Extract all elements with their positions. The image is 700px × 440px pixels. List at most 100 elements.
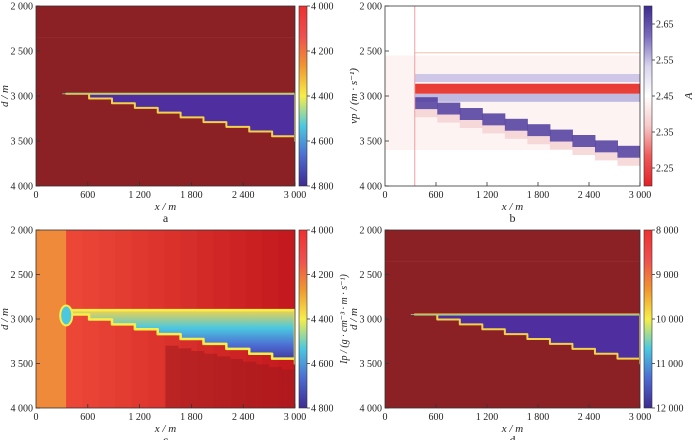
- panel-a: 0 600 1 200 1 800 2 400 3 000 2 000 2 500 3 000…: [0, 2, 334, 226]
- colorbar-tick-label: 2.45: [656, 92, 674, 103]
- y-axis-label: d / m: [348, 308, 360, 330]
- y-axis-label: vp / (m · s⁻¹): [348, 68, 360, 124]
- colorbar-tick-label: 2.65: [656, 20, 674, 31]
- colorbar-tick-label: 4 600: [311, 137, 334, 148]
- y-tick-label: 3 500: [11, 137, 34, 148]
- band-dark-purple-step: [437, 102, 461, 115]
- y-tick-label: 2 000: [360, 2, 383, 13]
- dark-red-streak: [191, 351, 205, 408]
- colorbar-tick-label: 4 000: [311, 2, 334, 13]
- wedge-body: [413, 313, 640, 365]
- colorbar-tick-label: 4 200: [311, 270, 334, 281]
- colorbar: 4 000 4 200 4 400 4 600 4 800: [298, 226, 334, 415]
- x-tick-label: 3 000: [629, 190, 652, 201]
- colorbar-tick-label: 4 000: [311, 226, 334, 237]
- panel-label: b: [510, 211, 516, 225]
- band-dark-purple-step: [414, 97, 438, 110]
- colorbar: 4 000 4 200 4 400 4 600 4 800: [298, 2, 334, 193]
- x-tick-label: 0: [34, 412, 39, 423]
- y-tick-label: 3 500: [11, 359, 34, 370]
- x-tick-label: 0: [383, 412, 388, 423]
- colorbar-tick-label: 2.25: [656, 164, 674, 175]
- band-pink-step: [549, 141, 573, 150]
- band-dark-purple-step: [527, 124, 551, 137]
- colorbar-tick-label: 10 000: [656, 315, 684, 326]
- colorbar-tick-label: 9 000: [656, 270, 679, 281]
- dark-red-streak: [230, 359, 244, 408]
- panel-label: c: [163, 433, 168, 440]
- x-tick-label: 600: [80, 190, 95, 201]
- y-tick-label: 4 000: [360, 182, 383, 193]
- x-tick-label: 600: [429, 412, 444, 423]
- wedge-body: [65, 92, 295, 142]
- x-axis-label: x / m: [154, 201, 176, 213]
- colorbar-tick-label: 8 000: [656, 226, 679, 237]
- band-pink-step: [594, 152, 618, 161]
- y-tick-label: 3 000: [11, 92, 34, 103]
- panel-c: 0 600 1 200 1 800 2 400 3 000 2 000 2 500 3 000…: [0, 226, 350, 440]
- y-ticks: 2 000 2 500 3 000 3 500 4 000: [11, 2, 40, 193]
- colorbar-tick-label: 12 000: [656, 404, 684, 415]
- band-pink-step: [504, 130, 528, 139]
- band-dark-purple-step: [572, 135, 596, 147]
- plot-frame: [384, 229, 641, 409]
- plot-frame: [384, 5, 641, 187]
- band-dark-purple-step: [459, 108, 483, 120]
- x-tick-label: 600: [80, 412, 95, 423]
- panel-d: 0 600 1 200 1 800 2 400 3 000 2 000 2 500 3 000…: [348, 226, 684, 440]
- x-tick-label: 0: [34, 190, 39, 201]
- panel-label: d: [510, 433, 516, 440]
- colorbar-gradient: [298, 5, 308, 187]
- panel-b: 0 600 1 200 1 800 2 400 3 000 2 000 2 500 3 000…: [348, 2, 695, 226]
- colorbar-label: Ip / (g · cm⁻³ · m · s⁻¹): [339, 274, 350, 365]
- y-tick-label: 2 500: [11, 270, 34, 281]
- x-tick-label: 1 800: [527, 412, 550, 423]
- y-tick-label: 2 500: [360, 270, 383, 281]
- colorbar-gradient: [643, 229, 653, 409]
- dark-red-streak: [256, 364, 270, 408]
- x-tick-label: 1 200: [476, 190, 499, 201]
- band-pink-step: [414, 109, 438, 118]
- band-dark-purple-step: [549, 129, 573, 142]
- y-tick-label: 4 000: [360, 404, 383, 415]
- heatmap-area: [36, 230, 295, 408]
- x-tick-label: 2 400: [232, 412, 255, 423]
- y-ticks: 2 000 2 500 3 000 3 500 4 000: [360, 226, 389, 415]
- x-tick-label: 600: [429, 190, 444, 201]
- x-tick-label: 2 400: [578, 190, 601, 201]
- dark-red-streak: [165, 345, 179, 408]
- band-dark-purple-step: [617, 145, 640, 158]
- x-tick-label: 1 200: [128, 190, 151, 201]
- wedge-tip: [59, 304, 74, 327]
- y-tick-label: 3 000: [360, 315, 383, 326]
- y-tick-label: 3 000: [360, 92, 383, 103]
- x-tick-label: 2 400: [232, 190, 255, 201]
- colorbar-tick-label: 4 600: [311, 359, 334, 370]
- y-tick-label: 2 000: [11, 226, 34, 237]
- x-axis-label: x / m: [154, 423, 176, 435]
- y-tick-label: 2 500: [360, 47, 383, 58]
- heatmap-area: [385, 230, 640, 408]
- colorbar-tick-label: 4 400: [311, 92, 334, 103]
- band-pink-step: [459, 120, 483, 128]
- colorbar-label: A: [683, 92, 695, 100]
- band-pink-step: [617, 157, 640, 166]
- dark-red-streak: [178, 348, 192, 408]
- colorbar-tick-label: 4 800: [311, 182, 334, 193]
- band-dark-purple-step: [594, 140, 618, 153]
- y-tick-label: 2 000: [360, 226, 383, 237]
- x-tick-label: 1 800: [180, 190, 203, 201]
- colorbar-tick-label: 11 000: [656, 359, 683, 370]
- x-axis-label: x / m: [501, 201, 523, 213]
- wedge-body: [64, 308, 295, 365]
- y-tick-label: 3 000: [11, 315, 34, 326]
- y-tick-label: 4 000: [11, 182, 34, 193]
- band-lavender: [414, 93, 640, 102]
- dark-red-streak: [269, 367, 283, 408]
- dark-red-streak: [282, 369, 295, 408]
- y-ticks: 2 000 2 500 3 000 3 500 4 000: [360, 2, 389, 193]
- x-tick-label: 1 200: [476, 412, 499, 423]
- heatmap-area: [36, 6, 295, 186]
- dark-red-streak: [204, 353, 218, 408]
